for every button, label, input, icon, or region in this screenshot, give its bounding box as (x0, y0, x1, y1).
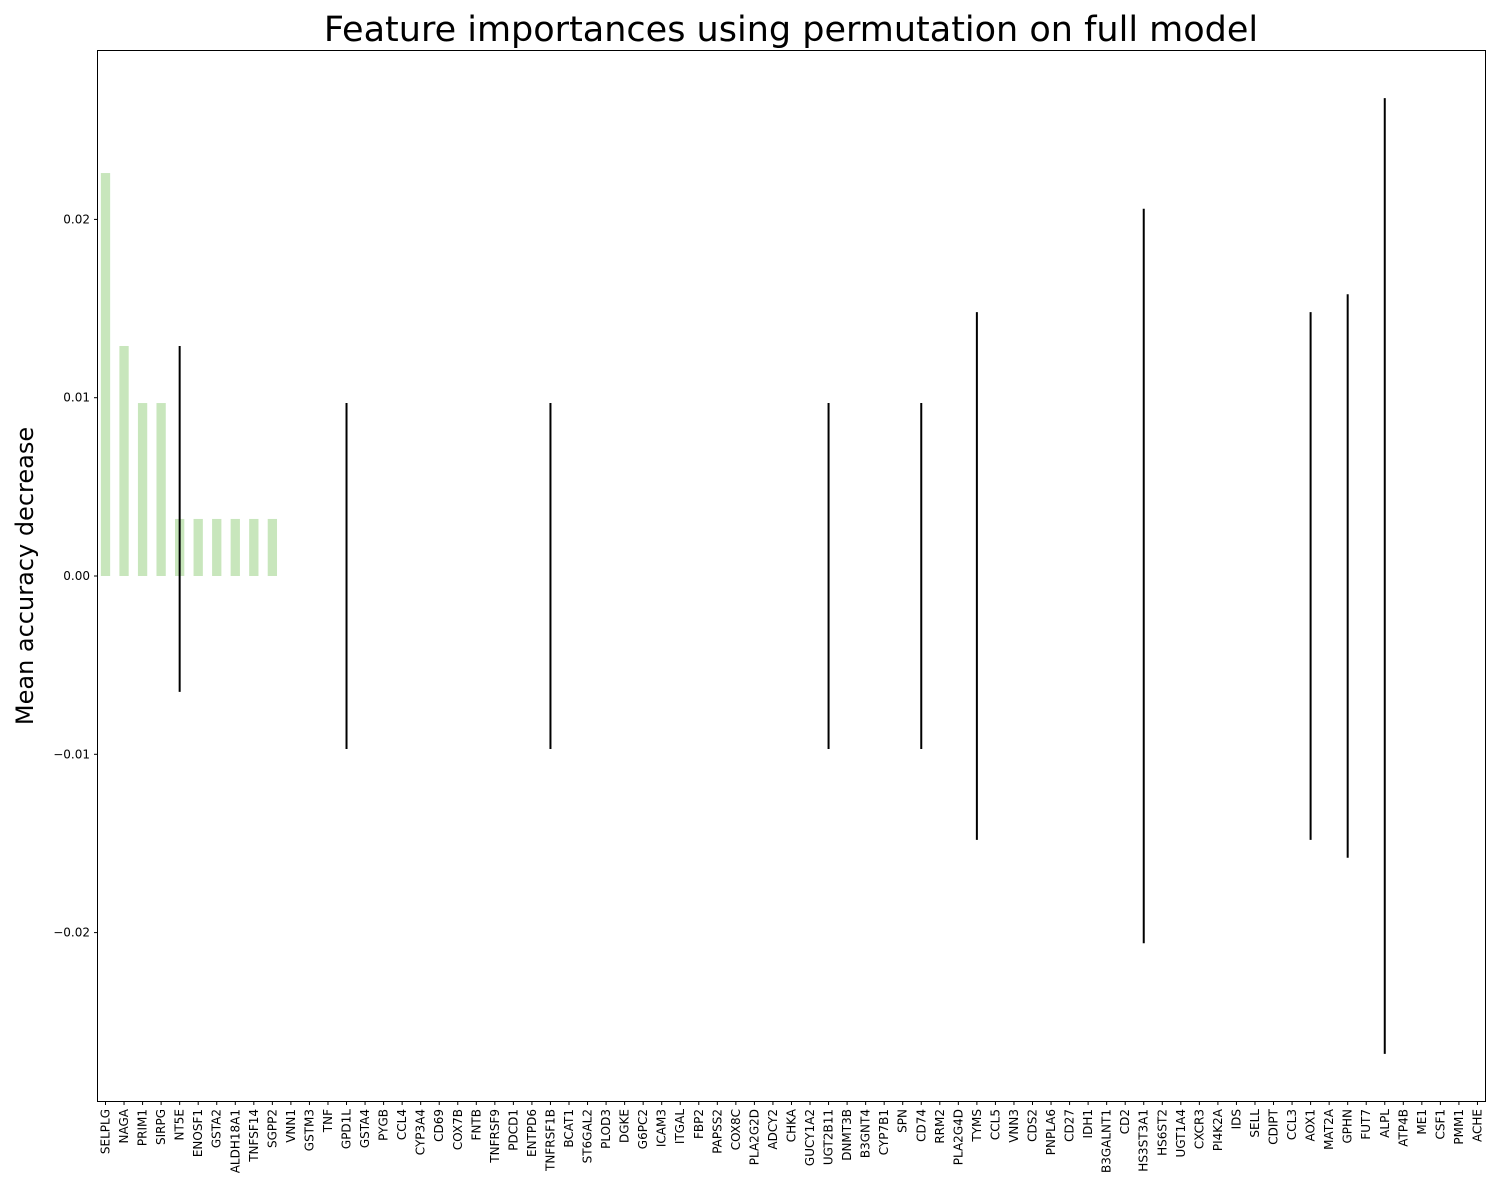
x-tick-label: FNTB (469, 1109, 483, 1140)
x-tick-label: ENOSF1 (191, 1109, 205, 1157)
x-tick-label: SIRPG (154, 1109, 168, 1145)
x-tick-label: GSTM3 (302, 1109, 316, 1151)
x-tick-label: DGKE (618, 1109, 632, 1143)
x-tick-label: VNN1 (284, 1109, 298, 1143)
x-tick-label: CCL4 (395, 1109, 409, 1140)
x-tick-label: GPHN (1341, 1109, 1355, 1144)
x-tick-label: SPN (896, 1109, 910, 1133)
x-tick-label: NAGA (117, 1108, 131, 1143)
y-tick-label: 0.00 (63, 569, 90, 583)
x-tick-label: PMM1 (1452, 1109, 1466, 1145)
x-tick-label: RRM2 (933, 1109, 947, 1144)
x-tick-label: B3GNT4 (859, 1109, 873, 1158)
x-tick-label: CHKA (784, 1108, 798, 1142)
x-tick-label: ENTPD6 (525, 1109, 539, 1157)
bar-tnfsf14 (249, 518, 259, 576)
bar-gsta2 (212, 518, 222, 576)
x-tick-label: CD27 (1063, 1109, 1077, 1142)
x-tick-label: CDS2 (1026, 1109, 1040, 1142)
x-tick-label: CCL5 (988, 1109, 1002, 1140)
x-tick-label: ITGAL (673, 1109, 687, 1144)
x-tick-label: SELPLG (99, 1109, 113, 1154)
x-axis-ticks: SELPLG NAGA PRIM1 SIRPG NT5E ENOSF1 GSTA2 ALDH1… (99, 1101, 1484, 1173)
x-tick-label: TNFRSF1B (543, 1109, 557, 1172)
x-tick-label: ATP4B (1396, 1109, 1410, 1147)
x-tick-label: PLOD3 (599, 1109, 613, 1149)
chart-title: Feature importances using permutation on… (324, 10, 1258, 50)
x-tick-label: UGT2B11 (822, 1109, 836, 1165)
x-tick-label: SGPP2 (265, 1109, 279, 1148)
x-tick-label: FBP2 (692, 1109, 706, 1139)
x-tick-label: GUCY1A2 (803, 1109, 817, 1166)
x-tick-label: G6PC2 (636, 1109, 650, 1149)
x-tick-label: CD74 (914, 1109, 928, 1142)
plot-frame (97, 50, 1486, 1102)
x-tick-label: HS6ST2 (1155, 1109, 1169, 1156)
x-tick-label: PRIM1 (136, 1109, 150, 1146)
bar-prim1 (137, 403, 148, 576)
x-tick-label: FUT7 (1359, 1109, 1373, 1140)
bar-selplg (100, 173, 111, 577)
x-tick-label: CD69 (432, 1109, 446, 1142)
x-tick-label: PI4K2A (1211, 1108, 1225, 1151)
x-tick-label: TNF (321, 1109, 335, 1133)
x-tick-label: ACHE (1470, 1109, 1484, 1142)
y-axis-label: Mean accuracy decrease (11, 427, 39, 725)
x-tick-label: CDIPT (1267, 1108, 1281, 1144)
y-tick-label: −0.02 (53, 926, 90, 940)
x-tick-label: PLA2G4D (951, 1109, 965, 1165)
x-tick-label: IDS (1229, 1109, 1243, 1129)
bar-sirpg (156, 403, 166, 576)
y-axis-ticks: 0.02 0.01 0.00 −0.01 −0.02 (53, 212, 98, 940)
x-tick-label: ALPL (1378, 1109, 1392, 1138)
x-tick-label: DNMT3B (840, 1109, 854, 1161)
x-tick-label: CXCR3 (1192, 1109, 1206, 1149)
x-tick-label: PYGB (377, 1109, 391, 1141)
x-tick-label: CYP7B1 (877, 1109, 891, 1155)
x-tick-label: MAT2A (1322, 1108, 1336, 1150)
x-tick-label: TNFSF14 (247, 1109, 261, 1163)
bar-enosf1 (193, 518, 203, 576)
x-tick-label: HS3ST3A1 (1137, 1109, 1151, 1172)
x-tick-label: ADCY2 (766, 1109, 780, 1150)
x-tick-label: PDCD1 (506, 1109, 520, 1151)
x-tick-label: PNPLA6 (1044, 1109, 1058, 1155)
x-tick-label: COX7B (451, 1109, 465, 1150)
x-tick-label: B3GALNT1 (1100, 1109, 1114, 1173)
x-tick-label: VNN3 (1007, 1109, 1021, 1143)
x-tick-label: ALDH18A1 (228, 1109, 242, 1173)
x-tick-label: NT5E (173, 1109, 187, 1141)
bar-sgpp2 (267, 518, 278, 576)
x-tick-label: PLA2G2D (747, 1109, 761, 1165)
x-tick-label: CYP3A4 (414, 1109, 428, 1155)
x-tick-label: ME1 (1415, 1109, 1429, 1135)
bars-group (100, 173, 278, 577)
bar-naga (119, 345, 129, 576)
x-tick-label: PAPSS2 (710, 1109, 724, 1154)
y-tick-label: 0.01 (63, 391, 90, 405)
x-tick-label: CCL3 (1285, 1109, 1299, 1140)
bar-aldh18a1 (230, 518, 240, 576)
x-tick-label: COX8C (729, 1109, 743, 1150)
error-bars-group (178, 98, 1386, 1054)
x-tick-label: GPD1L (340, 1109, 354, 1149)
x-tick-label: IDH1 (1081, 1109, 1095, 1138)
x-tick-label: TYMS (970, 1109, 984, 1143)
x-tick-label: SELL (1248, 1109, 1262, 1138)
x-tick-label: TNFRSF9 (488, 1109, 502, 1164)
x-tick-label: BCAT1 (562, 1109, 576, 1148)
x-tick-label: UGT1A4 (1174, 1109, 1188, 1157)
x-tick-label: GSTA4 (358, 1109, 372, 1148)
y-tick-label: −0.01 (53, 747, 90, 761)
x-tick-label: AOX1 (1304, 1109, 1318, 1142)
x-tick-label: GSTA2 (210, 1109, 224, 1148)
y-tick-label: 0.02 (63, 212, 90, 226)
x-tick-label: ICAM3 (655, 1109, 669, 1147)
x-tick-label: CD2 (1118, 1109, 1132, 1134)
x-tick-label: CSF1 (1433, 1109, 1447, 1140)
x-tick-label: ST6GAL2 (581, 1109, 595, 1163)
